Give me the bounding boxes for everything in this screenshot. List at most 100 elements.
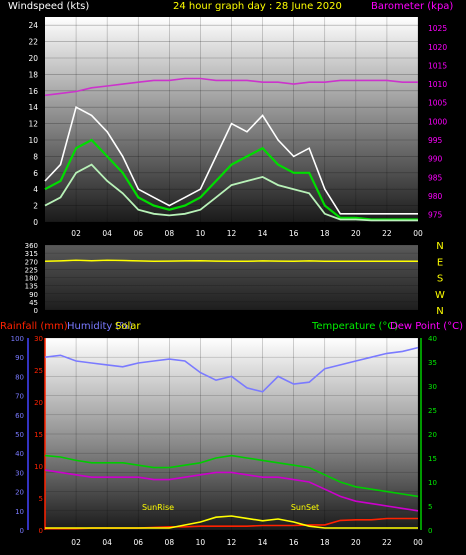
- wind-x-tick-label: 06: [133, 229, 143, 238]
- temp-x-tick-label: 14: [258, 538, 268, 547]
- barometer-y-tick-label: 975: [428, 211, 443, 220]
- wind-y-tick-label: 24: [28, 21, 38, 30]
- compass-label: W: [435, 290, 445, 301]
- wind-x-tick-label: 04: [102, 229, 112, 238]
- sunset-label: SunSet: [291, 503, 319, 512]
- barometer-y-tick-label: 980: [428, 192, 443, 201]
- wind-x-tick-label: 10: [196, 229, 206, 238]
- humidity-y-tick-label: 50: [15, 431, 24, 439]
- wind-x-tick-label: 16: [289, 229, 299, 238]
- direction-y-tick-label: 225: [25, 266, 38, 274]
- temp-x-tick-label: 18: [320, 538, 330, 547]
- wind-x-tick-label: 02: [71, 229, 81, 238]
- humidity-y-tick-label: 40: [15, 450, 24, 458]
- wind-x-tick-label: 08: [165, 229, 175, 238]
- rainfall-y-tick-label: 5: [39, 495, 43, 503]
- wind-plot-area: [45, 17, 418, 222]
- humidity-y-tick-label: 60: [15, 412, 24, 420]
- wind-y-tick-label: 18: [28, 70, 38, 79]
- humidity-axis-title: Humidity (%): [67, 321, 133, 332]
- humidity-y-tick-label: 0: [20, 527, 24, 535]
- wind-y-tick-label: 2: [33, 202, 38, 211]
- solar-line: [45, 515, 418, 529]
- wind-y-tick-label: 6: [33, 169, 38, 178]
- wind-y-tick-label: 22: [28, 38, 38, 47]
- wind-y-tick-label: 16: [28, 87, 38, 96]
- temperature-plot-area: [45, 338, 418, 530]
- compass-label: E: [437, 257, 443, 268]
- humidity-y-tick-label: 100: [11, 335, 24, 343]
- barometer-y-tick-label: 1010: [428, 80, 447, 89]
- humidity-y-tick-label: 70: [15, 393, 24, 401]
- rainfall-y-tick-label: 15: [34, 431, 43, 439]
- temperature-y-tick-label: 10: [428, 479, 437, 487]
- wind-axis-title: Windspeed (kts): [8, 1, 90, 12]
- wind-x-tick-label: 20: [351, 229, 361, 238]
- direction-y-tick-label: 270: [25, 258, 38, 266]
- temperature-y-tick-label: 40: [428, 335, 437, 343]
- rainfall-y-tick-label: 10: [34, 463, 43, 471]
- solar-axis-title: Solar: [115, 321, 141, 332]
- humidity-y-tick-label: 80: [15, 373, 24, 381]
- temp-x-tick-label: 16: [289, 538, 299, 547]
- temperature-y-tick-label: 20: [428, 431, 437, 439]
- wind-x-tick-label: 00: [413, 229, 423, 238]
- barometer-y-tick-label: 1020: [428, 43, 447, 52]
- direction-y-tick-label: 0: [34, 307, 38, 315]
- wind-y-tick-label: 20: [28, 54, 38, 63]
- wind-x-tick-label: 22: [382, 229, 392, 238]
- temperature-line: [44, 454, 419, 498]
- rainfall-y-tick-label: 30: [34, 335, 43, 343]
- wind-y-tick-label: 12: [28, 120, 38, 129]
- barometer-y-tick-label: 1025: [428, 24, 447, 33]
- compass-label: N: [436, 306, 443, 317]
- barometer-y-tick-label: 1015: [428, 61, 447, 70]
- compass-label: N: [436, 241, 443, 252]
- wind-x-tick-label: 18: [320, 229, 330, 238]
- temp-x-tick-label: 04: [102, 538, 112, 547]
- temperature-y-tick-label: 30: [428, 383, 437, 391]
- direction-y-tick-label: 135: [25, 283, 38, 291]
- wind-direction-line: [44, 259, 418, 263]
- humidity-line: [44, 346, 419, 393]
- wind-x-tick-label: 12: [227, 229, 237, 238]
- temperature-axis-title: Temperature (°C): [312, 321, 399, 332]
- temp-x-tick-label: 06: [133, 538, 143, 547]
- temp-x-tick-label: 10: [196, 538, 206, 547]
- rainfall-y-tick-label: 0: [39, 527, 43, 535]
- temp-x-tick-label: 20: [351, 538, 361, 547]
- humidity-y-tick-label: 30: [15, 469, 24, 477]
- temp-x-tick-label: 22: [382, 538, 392, 547]
- rainfall-axis-title: Rainfall (mm): [0, 321, 68, 332]
- rainfall-y-tick-label: 20: [34, 399, 43, 407]
- barometer-y-tick-label: 990: [428, 155, 443, 164]
- dewpoint-axis-title: Dew Point (°C): [390, 321, 464, 332]
- temp-x-tick-label: 08: [165, 538, 175, 547]
- direction-y-tick-label: 315: [25, 250, 38, 258]
- wind-y-tick-label: 14: [28, 103, 38, 112]
- direction-plot-area: [45, 245, 418, 310]
- dewpoint-line: [44, 469, 419, 512]
- barometer-line: [44, 77, 418, 97]
- temperature-y-tick-label: 5: [428, 503, 432, 511]
- wind-y-tick-label: 10: [28, 136, 38, 145]
- humidity-y-tick-label: 10: [15, 508, 24, 516]
- wind-y-tick-label: 8: [33, 152, 38, 161]
- compass-label: S: [437, 274, 443, 285]
- barometer-y-tick-label: 985: [428, 173, 443, 182]
- wind-y-tick-label: 0: [33, 218, 38, 227]
- temp-x-tick-label: 00: [413, 538, 423, 547]
- temperature-y-tick-label: 15: [428, 455, 437, 463]
- barometer-y-tick-label: 1000: [428, 117, 447, 126]
- direction-y-tick-label: 45: [29, 299, 38, 307]
- rainfall-y-tick-label: 25: [34, 367, 43, 375]
- wind-chart-title: 24 hour graph day : 28 June 2020: [173, 1, 342, 12]
- temperature-y-tick-label: 25: [428, 407, 437, 415]
- wind-x-tick-label: 14: [258, 229, 268, 238]
- direction-y-tick-label: 360: [25, 242, 38, 250]
- temp-x-tick-label: 02: [71, 538, 81, 547]
- humidity-y-tick-label: 90: [15, 354, 24, 362]
- temperature-y-tick-label: 0: [428, 527, 432, 535]
